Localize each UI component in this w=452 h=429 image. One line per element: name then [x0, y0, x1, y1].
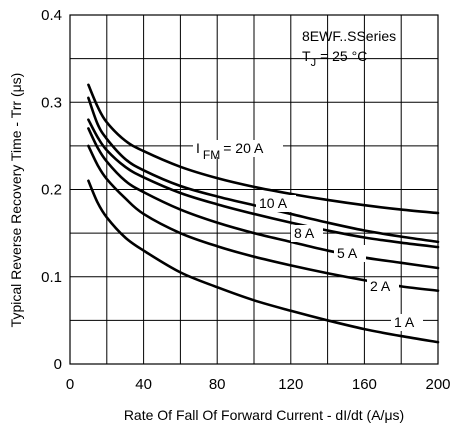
plot-frame: [69, 14, 439, 365]
curve-8a: [87, 118, 440, 249]
grid: [69, 14, 439, 365]
x-axis-title: Rate Of Fall Of Forward Current - dI/dt …: [124, 407, 404, 423]
curve-label-10a: 10 A: [259, 195, 288, 211]
label-bg-1a: [391, 314, 423, 331]
label-bg-8a: [291, 225, 323, 242]
label-bg-5a: [334, 245, 366, 262]
curves: [87, 83, 440, 344]
y-tick-label: 0: [54, 356, 62, 373]
curve-20a: [87, 83, 440, 215]
curve-label-20a-subscript: FM: [203, 148, 220, 162]
curve-label-2a: 2 A: [370, 278, 391, 294]
curve-1a: [87, 179, 440, 344]
series-annotation: 8EWF..SSeries: [302, 28, 396, 44]
label-bg-2a: [367, 278, 399, 295]
temperature-subscript: J: [311, 57, 317, 69]
y-tick-label: 0.1: [41, 269, 62, 286]
y-tick-label: 0.4: [41, 7, 62, 24]
curve-label-5a: 5 A: [337, 245, 358, 261]
x-tick-label: 200: [425, 376, 450, 393]
x-tick-label: 80: [209, 376, 226, 393]
label-bg-10a: [256, 195, 296, 212]
temperature-annotation: TJ = 25 °C: [302, 48, 367, 69]
x-tick-label: 0: [66, 376, 74, 393]
temperature-symbol: T: [302, 48, 311, 64]
y-axis-title: Typical Reverse Recovery Time - Trr (μs): [8, 73, 24, 328]
curve-label-8a: 8 A: [294, 225, 315, 241]
temperature-value: = 25 °C: [320, 48, 367, 64]
curve-label-20a: I FM = 20 A: [196, 140, 264, 162]
x-tick-label: 120: [278, 376, 303, 393]
curve-label-1a: 1 A: [394, 314, 415, 330]
curve-label-20a-symbol: I: [196, 140, 200, 156]
curve-2a: [87, 144, 440, 293]
y-tick-label: 0.3: [41, 94, 62, 111]
x-tick-label: 40: [135, 376, 152, 393]
curve-10a: [87, 96, 440, 244]
y-tick-label: 0.2: [41, 182, 62, 199]
label-bg-20a: [193, 140, 283, 157]
curve-label-20a-value: = 20 A: [223, 140, 264, 156]
x-tick-label: 160: [352, 376, 377, 393]
